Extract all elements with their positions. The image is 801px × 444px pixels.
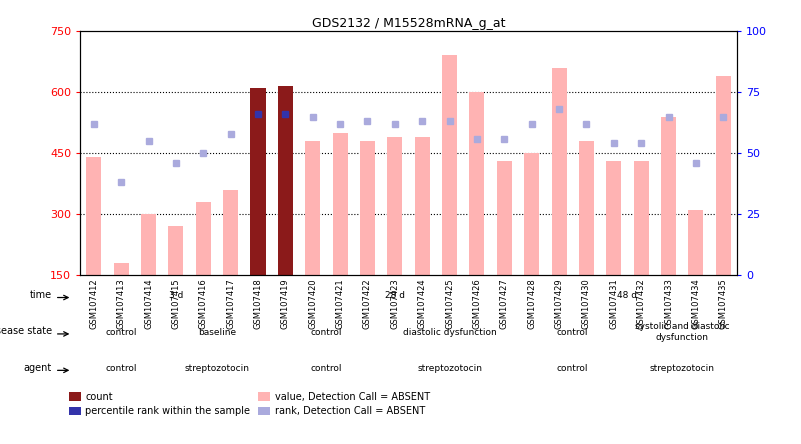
Text: streptozotocin: streptozotocin (184, 364, 249, 373)
Text: diastolic dysfunction: diastolic dysfunction (403, 328, 497, 337)
Text: agent: agent (23, 363, 52, 373)
Bar (552, 67, 566, 275)
Bar (251, 88, 265, 275)
Bar (524, 153, 539, 275)
Bar (415, 137, 429, 275)
Text: disease state: disease state (0, 326, 52, 337)
Bar (688, 210, 703, 275)
Bar (661, 117, 676, 275)
Text: control: control (311, 364, 342, 373)
Text: 28 d: 28 d (384, 291, 405, 300)
Bar (716, 76, 731, 275)
Text: 48 d: 48 d (618, 291, 638, 300)
Text: systolic and diastolic
dysfunction: systolic and diastolic dysfunction (635, 322, 730, 342)
Text: time: time (30, 290, 52, 300)
Text: streptozotocin: streptozotocin (417, 364, 482, 373)
Bar (114, 263, 129, 275)
Bar (579, 141, 594, 275)
Title: GDS2132 / M15528mRNA_g_at: GDS2132 / M15528mRNA_g_at (312, 17, 505, 30)
Bar (332, 133, 348, 275)
Text: control: control (106, 328, 137, 337)
Bar (634, 161, 649, 275)
Bar (168, 226, 183, 275)
Text: control: control (311, 328, 342, 337)
Text: streptozotocin: streptozotocin (650, 364, 714, 373)
Text: baseline: baseline (198, 328, 236, 337)
Bar (195, 202, 211, 275)
Bar (442, 56, 457, 275)
Bar (497, 161, 512, 275)
Bar (141, 214, 156, 275)
Bar (223, 190, 238, 275)
Legend: count, percentile rank within the sample, value, Detection Call = ABSENT, rank, : count, percentile rank within the sample… (69, 392, 430, 416)
Bar (87, 157, 101, 275)
Text: control: control (557, 364, 589, 373)
Bar (469, 92, 485, 275)
Bar (278, 86, 293, 275)
Bar (360, 141, 375, 275)
Text: control: control (106, 364, 137, 373)
Bar (305, 141, 320, 275)
Bar (606, 161, 622, 275)
Bar (388, 137, 402, 275)
Text: control: control (557, 328, 589, 337)
Text: 3 d: 3 d (169, 291, 183, 300)
